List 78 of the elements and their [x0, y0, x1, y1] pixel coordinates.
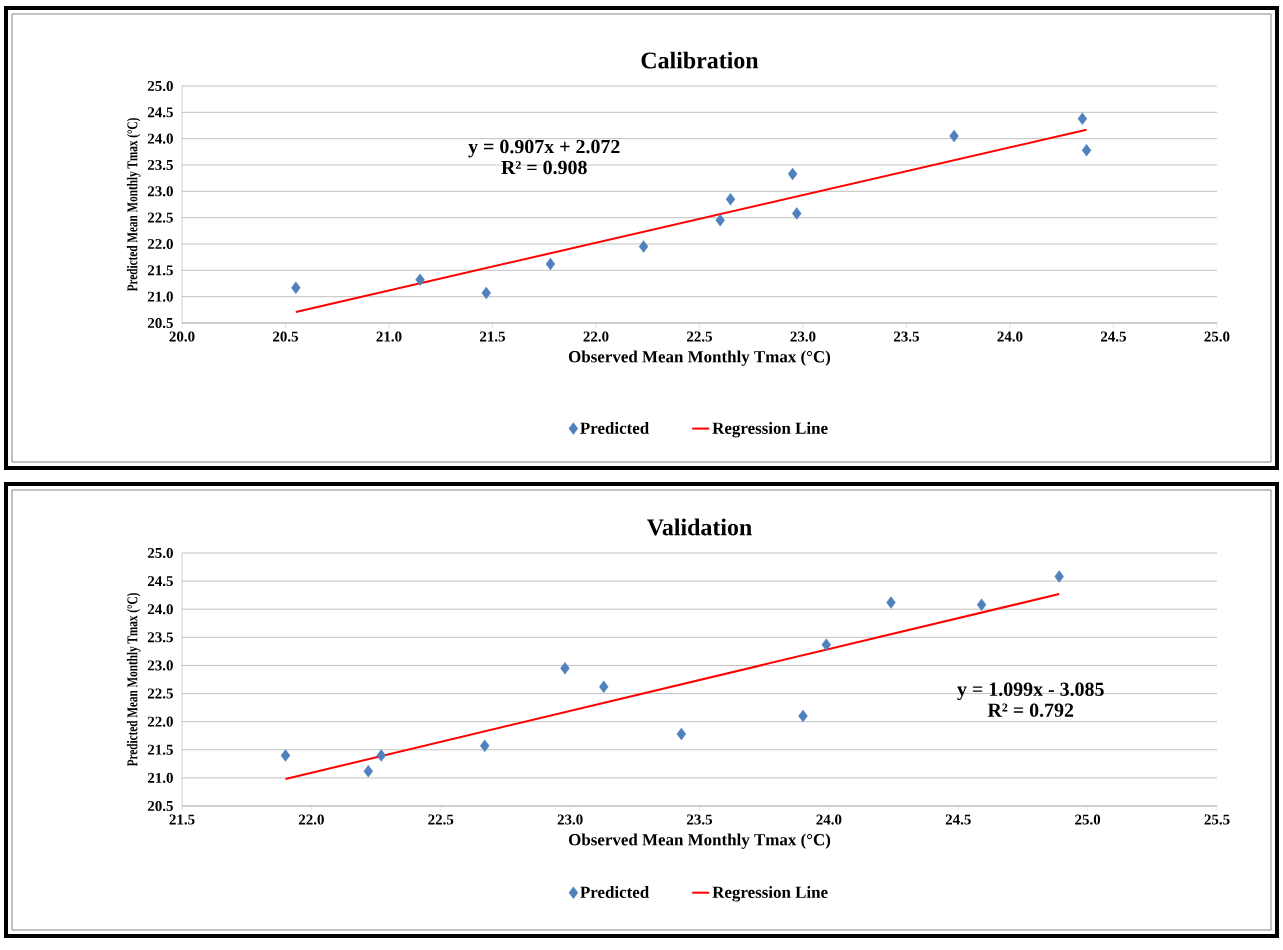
point	[976, 598, 987, 611]
y-tick-label: 24.5	[147, 576, 173, 587]
annotation: y = 1.099x - 3.085	[957, 682, 1104, 701]
y-axis-title: Predicted Mean Monthly Tmax (°C)	[126, 118, 141, 292]
point	[792, 207, 802, 220]
point	[1081, 144, 1092, 157]
x-tick-label: 20.5	[273, 331, 299, 342]
point	[481, 286, 491, 300]
x-axis-title: Observed Mean Monthly Tmax (°C)	[568, 350, 831, 366]
point	[787, 167, 798, 181]
annotation: R² = 0.908	[501, 160, 587, 175]
point	[725, 193, 736, 206]
point	[291, 281, 301, 294]
x-tick-label: 25.0	[1204, 331, 1230, 342]
point	[638, 240, 649, 253]
x-tick-label: 20.0	[169, 331, 195, 342]
chart-title: Calibration	[641, 51, 759, 69]
y-tick-label: 22.0	[147, 238, 173, 250]
y-tick-label: 23.0	[147, 186, 173, 197]
x-tick-label: 22.5	[687, 331, 712, 342]
y-axis-title: Predicted Mean Monthly Tmax (°C)	[126, 593, 141, 767]
point	[1054, 570, 1064, 583]
y-tick-label: 22.5	[147, 688, 173, 699]
x-tick-label: 24.5	[1100, 331, 1126, 342]
y-tick-label: 21.0	[147, 291, 173, 302]
point	[480, 739, 490, 753]
point	[280, 749, 291, 762]
point	[363, 764, 373, 778]
y-tick-label: 20.5	[147, 800, 173, 812]
point	[886, 596, 896, 609]
legend-label: Regression Line	[712, 886, 828, 902]
y-tick-label: 24.0	[147, 604, 173, 615]
x-tick-label: 24.0	[997, 331, 1023, 342]
x-tick-label: 23.5	[687, 814, 713, 825]
x-tick-label: 25.0	[1075, 814, 1101, 825]
y-tick-label: 21.5	[147, 744, 173, 755]
point	[798, 709, 808, 723]
y-tick-label: 25.0	[147, 80, 173, 92]
y-tick-label: 24.0	[147, 133, 173, 144]
x-tick-label: 24.0	[816, 814, 842, 825]
legend-label: Regression Line	[712, 421, 828, 438]
x-tick-label: 21.0	[376, 331, 402, 342]
y-tick-label: 20.5	[147, 317, 173, 329]
point	[560, 662, 570, 675]
y-tick-label: 23.5	[147, 632, 173, 643]
point	[599, 680, 609, 694]
x-tick-label: 23.5	[894, 331, 919, 342]
y-tick-label: 21.0	[147, 772, 173, 783]
annotation: R² = 0.792	[987, 703, 1074, 717]
x-tick-label: 24.5	[945, 814, 971, 825]
point	[949, 129, 959, 143]
y-tick-label: 23.0	[147, 660, 173, 671]
point	[821, 638, 831, 651]
y-tick-label: 22.0	[147, 716, 173, 727]
x-tick-label: 22.0	[583, 331, 609, 342]
x-tick-label: 21.5	[480, 331, 506, 342]
legend-label: Predicted	[580, 421, 649, 434]
x-tick-label: 23.0	[557, 814, 583, 825]
point	[376, 749, 386, 762]
annotation: y = 0.907x + 2.072	[468, 139, 620, 158]
x-axis-title: Observed Mean Monthly Tmax (°C)	[568, 833, 831, 849]
y-tick-label: 22.5	[147, 212, 173, 223]
point	[415, 273, 425, 287]
y-tick-label: 25.0	[147, 547, 173, 559]
y-tick-label: 23.5	[147, 159, 173, 171]
point	[545, 257, 556, 271]
point	[715, 214, 725, 227]
y-tick-label: 24.5	[147, 107, 173, 118]
y-tick-label: 21.5	[147, 265, 173, 276]
point	[1077, 112, 1088, 125]
x-tick-label: 21.5	[169, 814, 195, 825]
legend-label: Predicted	[580, 886, 650, 899]
point	[676, 727, 687, 741]
x-tick-label: 22.5	[428, 814, 454, 825]
x-tick-label: 25.5	[1204, 814, 1230, 825]
x-tick-label: 23.0	[790, 331, 816, 342]
chart-title: Validation	[647, 518, 752, 536]
x-tick-label: 22.0	[298, 814, 324, 825]
